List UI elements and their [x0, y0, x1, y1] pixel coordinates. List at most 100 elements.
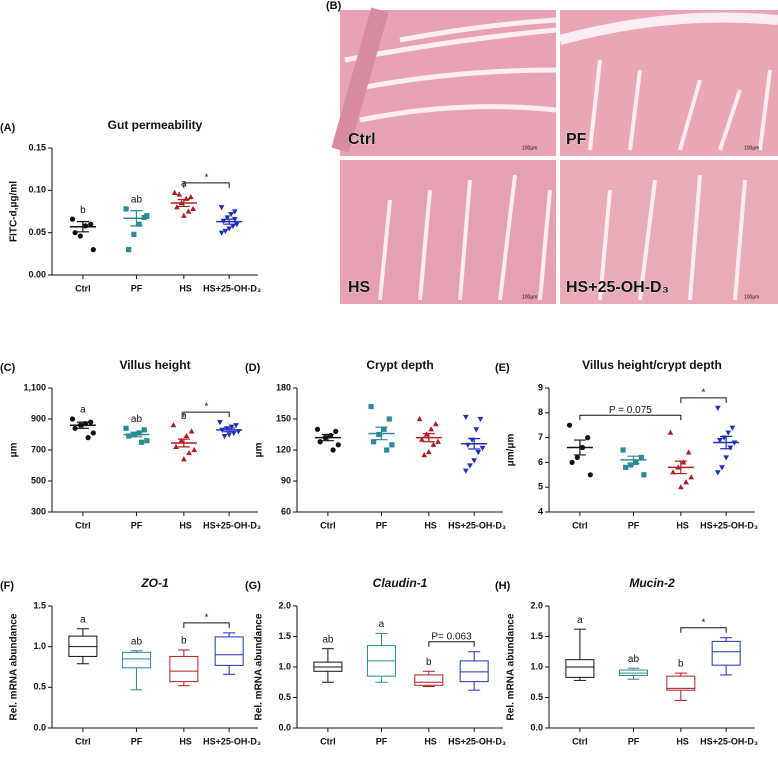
data-point	[479, 445, 486, 452]
data-point	[623, 464, 629, 470]
group-letter: b	[80, 205, 86, 216]
x-tick-label: Ctrl	[320, 520, 336, 530]
y-tick-label: 150	[276, 413, 291, 423]
group-letter: ab	[131, 414, 143, 425]
panel-label: (C)	[0, 362, 16, 374]
tissue-texture	[344, 17, 557, 123]
box	[666, 675, 696, 691]
x-tick-label: HS	[424, 736, 437, 746]
panel-label: (G)	[245, 580, 261, 592]
box	[459, 660, 489, 683]
significance-bracket	[680, 627, 727, 633]
box	[169, 655, 199, 683]
data-point	[217, 420, 223, 426]
data-point	[141, 427, 147, 433]
y-tick-label: 1.5	[278, 631, 291, 641]
data-point	[191, 446, 198, 453]
data-point	[186, 449, 192, 456]
y-axis-label: μm/μm	[506, 434, 517, 467]
y-axis-label: FITC-d,μg/ml	[9, 181, 20, 242]
y-tick-label: 900	[31, 413, 46, 423]
data-point	[82, 223, 89, 229]
scale-bar: 100μm	[522, 145, 537, 151]
y-axis-label: μm	[254, 442, 265, 457]
x-tick-label: PF	[131, 736, 143, 746]
data-point	[317, 439, 323, 445]
scale-bar: 100μm	[744, 145, 759, 151]
error-bar	[468, 438, 481, 450]
image-label: HS+25-OH-D₃	[566, 279, 669, 296]
data-point	[475, 449, 482, 456]
y-tick-label: 0.05	[28, 227, 46, 237]
significance-label: *	[702, 617, 706, 628]
data-point	[587, 472, 593, 478]
data-point	[688, 474, 695, 480]
y-tick-label: 1.5	[33, 600, 46, 610]
data-point	[88, 221, 94, 227]
data-point	[144, 213, 150, 219]
data-point	[727, 445, 734, 451]
significance-bracket	[183, 182, 230, 188]
group-letter: a	[80, 614, 86, 625]
significance-bracket	[428, 641, 475, 647]
data-point	[228, 424, 235, 430]
tissue-texture	[558, 12, 778, 45]
data-point	[88, 419, 94, 425]
y-tick-label: 0.0	[278, 722, 291, 732]
data-point	[185, 208, 192, 214]
y-tick-label: 7	[538, 432, 543, 442]
tissue-texture	[378, 174, 552, 301]
group-letter: ab	[131, 636, 143, 647]
data-point	[667, 429, 674, 435]
y-tick-label: 0.5	[530, 692, 543, 702]
chart-title: Mucin-2	[629, 576, 675, 590]
significance-label: *	[205, 612, 209, 623]
data-point	[628, 462, 634, 468]
data-point	[173, 443, 179, 449]
data-point	[235, 429, 242, 435]
data-point	[231, 209, 238, 215]
data-point	[126, 247, 132, 253]
box	[711, 640, 741, 666]
chart-title: ZO-1	[140, 576, 169, 590]
chart-title: Villus height	[119, 358, 190, 372]
data-point	[218, 230, 225, 236]
data-point	[178, 437, 185, 443]
y-tick-label: 0.15	[28, 142, 46, 152]
data-point	[425, 448, 432, 455]
data-point	[90, 430, 96, 436]
data-point	[683, 479, 689, 485]
data-point	[389, 442, 395, 448]
data-point	[69, 416, 76, 422]
x-tick-label: HS	[179, 520, 192, 530]
y-tick-label: 2.0	[530, 600, 543, 610]
y-tick-label: 9	[538, 382, 543, 392]
data-point	[226, 432, 233, 438]
data-point	[224, 215, 231, 221]
significance-bracket	[579, 414, 682, 421]
data-point	[233, 222, 240, 228]
y-tick-label: 0.0	[33, 722, 46, 732]
error-bar	[177, 199, 190, 208]
data-point	[174, 204, 180, 210]
data-point	[333, 428, 339, 434]
y-tick-label: 4	[538, 506, 543, 516]
x-tick-label: PF	[628, 520, 640, 530]
data-point	[226, 226, 233, 232]
data-point	[136, 430, 142, 436]
data-point	[680, 459, 687, 465]
x-tick-label: HS	[676, 520, 689, 530]
error-bar	[321, 433, 334, 442]
data-point	[233, 423, 239, 429]
group-letter: a	[379, 619, 385, 630]
y-tick-label: 0.0	[530, 722, 543, 732]
y-tick-label: 180	[276, 382, 291, 392]
data-point	[574, 454, 580, 461]
data-point	[471, 458, 478, 464]
data-point	[384, 447, 390, 453]
data-point	[638, 454, 644, 461]
data-point	[85, 435, 91, 441]
y-axis-label: Rel. mRNA abundance	[9, 613, 20, 720]
chart-title: Claudin-1	[373, 576, 428, 590]
